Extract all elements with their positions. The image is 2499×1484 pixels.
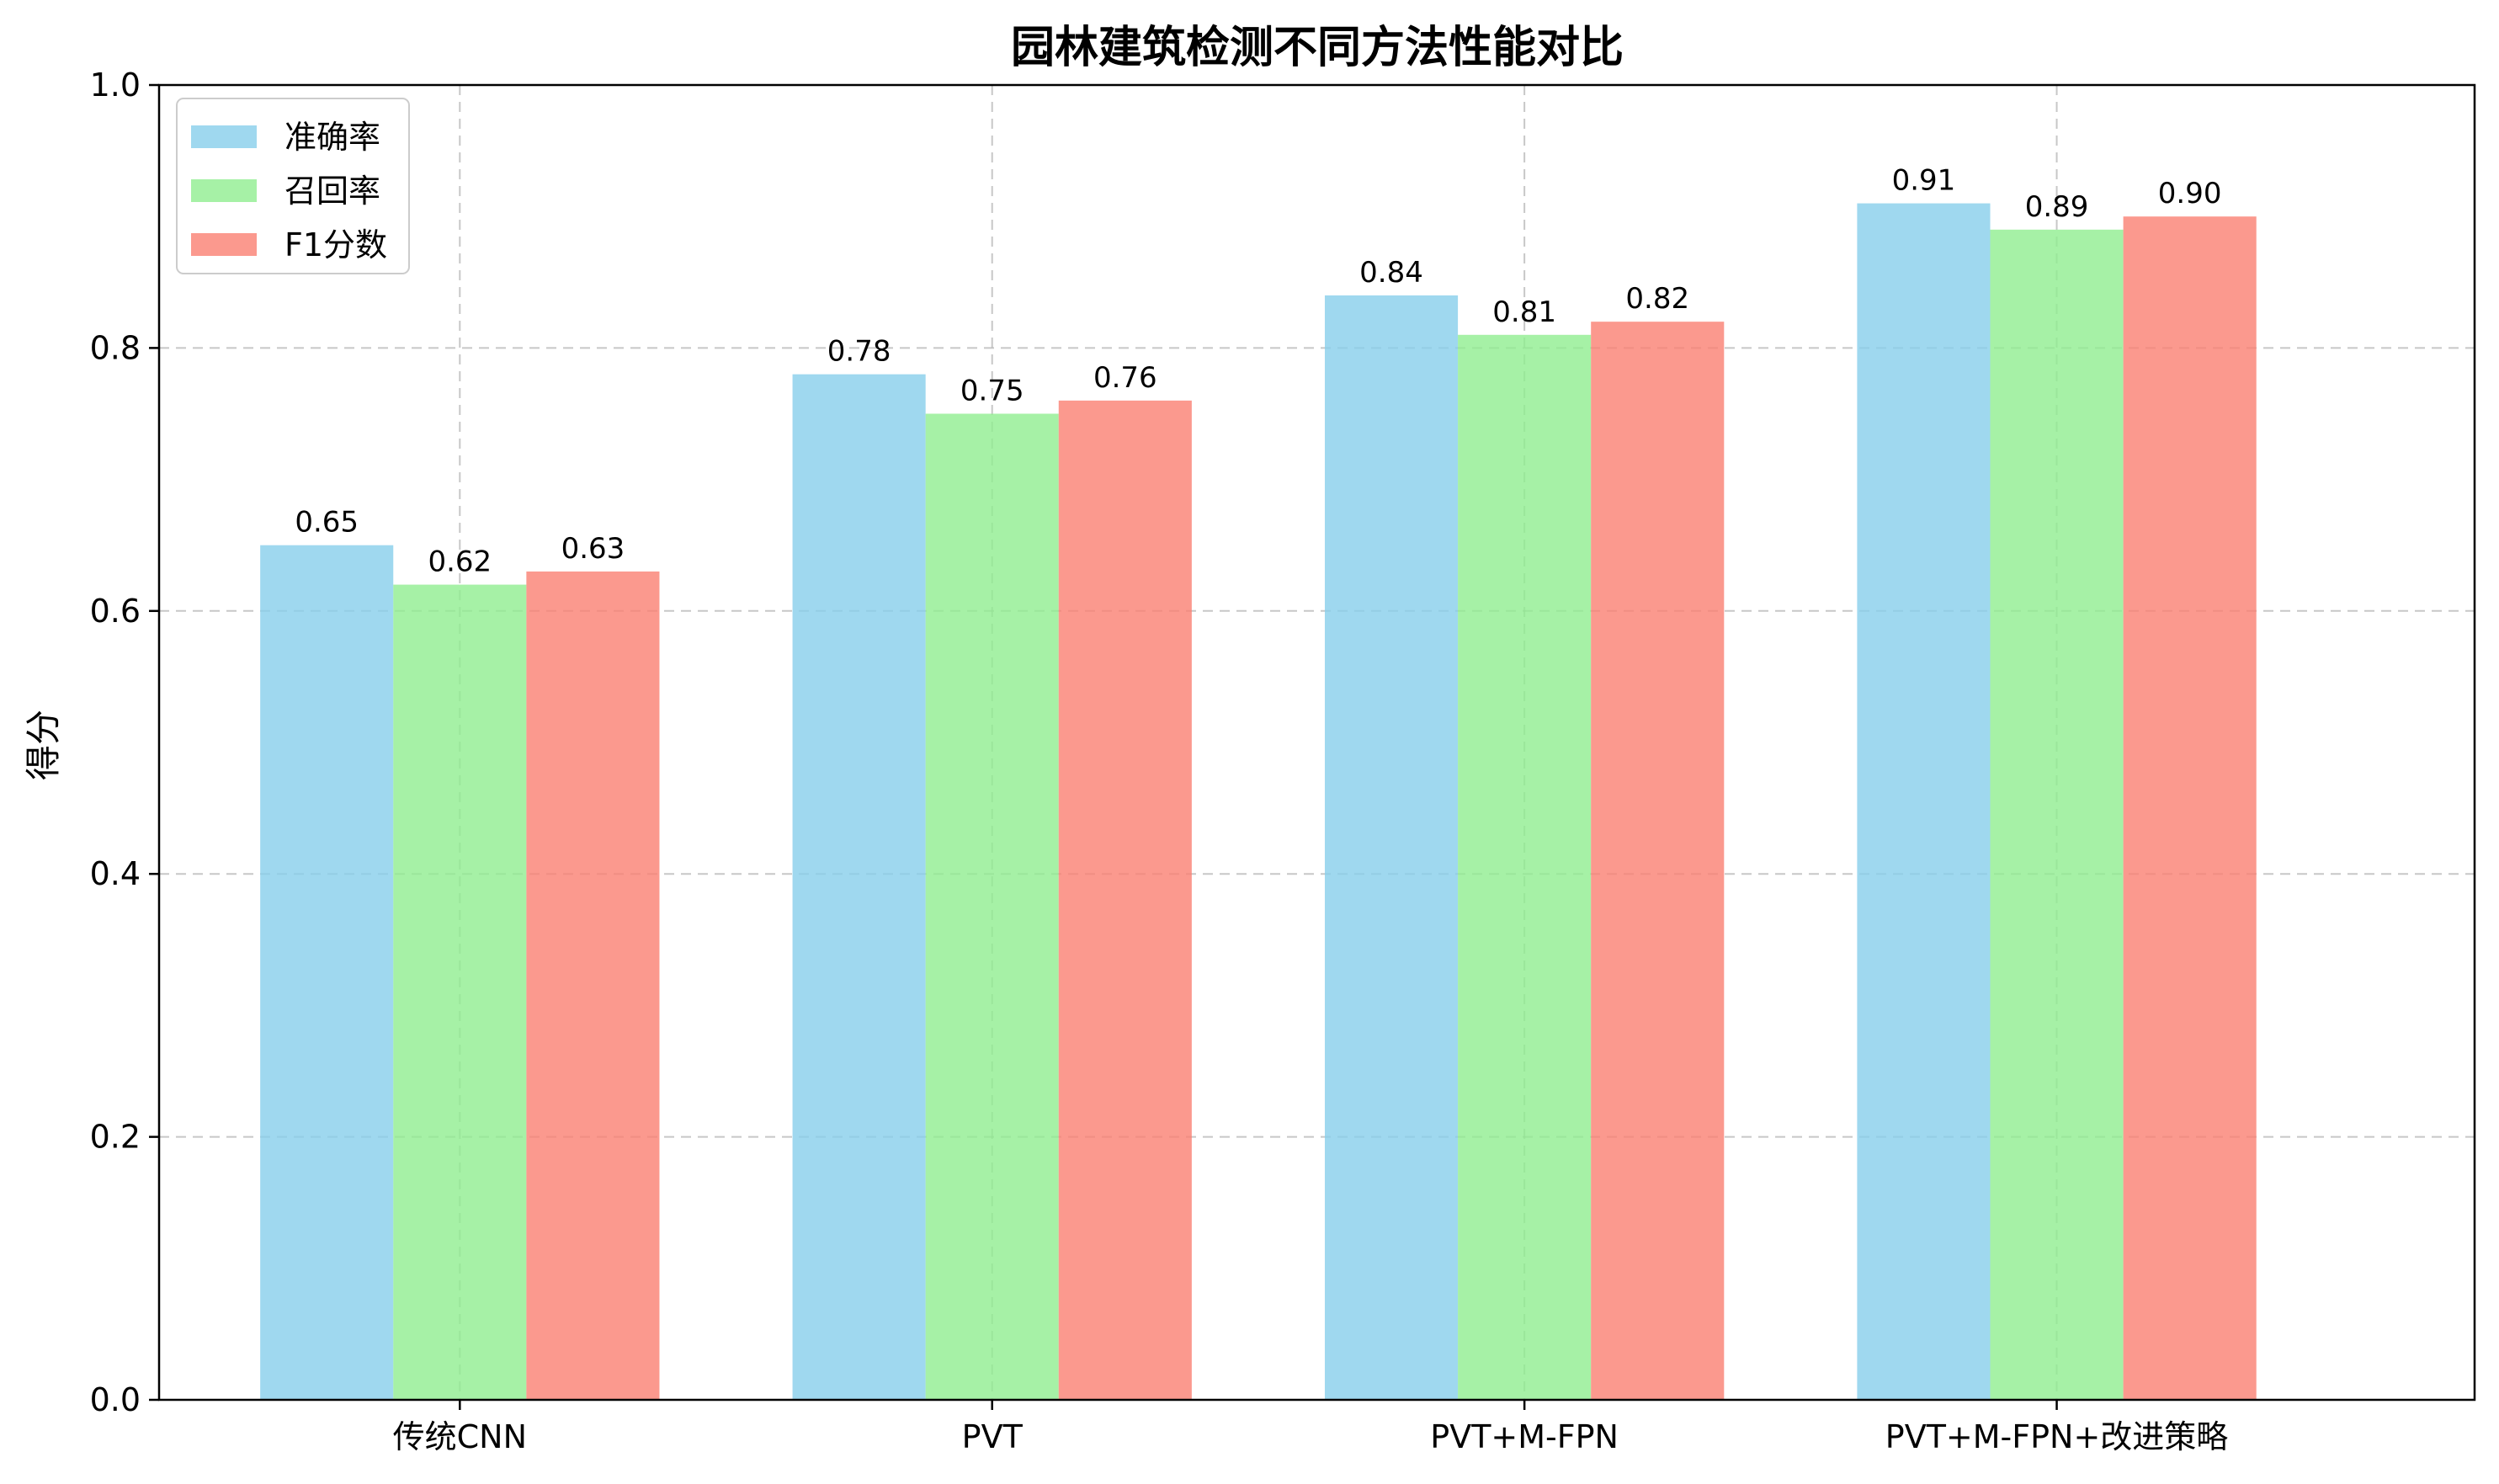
y-tick-label: 0.8 <box>90 329 141 366</box>
x-tick-label: 传统CNN <box>393 1418 527 1455</box>
bar-0-0 <box>260 545 394 1400</box>
bar-2-3 <box>2123 216 2257 1401</box>
x-tick-label: PVT+M-FPN <box>1430 1418 1619 1455</box>
bar-value-label: 0.65 <box>295 506 359 540</box>
bar-value-label: 0.89 <box>2025 190 2089 224</box>
legend-swatch <box>191 233 257 256</box>
chart-title: 园林建筑检测不同方法性能对比 <box>1011 23 1624 73</box>
bar-0-1 <box>792 374 926 1400</box>
bar-value-label: 0.62 <box>428 545 492 579</box>
bar-2-2 <box>1591 322 1725 1400</box>
bar-value-label: 0.91 <box>1892 164 1956 198</box>
legend-label: F1分数 <box>284 226 387 263</box>
bar-value-label: 0.90 <box>2158 177 2222 210</box>
x-tick-label: PVT+M-FPN+改进策略 <box>1885 1418 2229 1455</box>
bar-0-3 <box>1857 203 1991 1401</box>
bar-value-label: 0.76 <box>1093 361 1157 395</box>
y-tick-label: 0.0 <box>90 1381 141 1418</box>
y-tick-label: 1.0 <box>90 66 141 104</box>
x-tick-label: PVT <box>962 1418 1024 1455</box>
y-tick-label: 0.2 <box>90 1119 141 1156</box>
legend-swatch <box>191 125 257 148</box>
label-layer: 0.65 0.78 0.84 0.91 0.62 0.75 0.81 0.89 0.63 0.76… <box>295 164 2221 579</box>
bar-value-label: 0.75 <box>960 375 1024 408</box>
plot-frame <box>157 83 2476 1402</box>
legend-label: 准确率 <box>284 119 380 156</box>
bar-1-2 <box>1458 334 1592 1400</box>
bar-1-0 <box>393 584 527 1400</box>
bar-layer <box>260 203 2257 1401</box>
bar-1-1 <box>925 413 1059 1400</box>
axis-layer: 0.0 0.2 0.4 0.6 0.8 1.0 传统CNN PVT PVT+M-FPN PVT+M… <box>90 66 2476 1455</box>
bar-value-label: 0.63 <box>561 532 625 566</box>
bar-value-label: 0.84 <box>1359 256 1423 290</box>
bar-1-3 <box>1990 229 2124 1400</box>
y-tick-label: 0.4 <box>90 855 141 892</box>
bar-value-label: 0.82 <box>1625 282 1689 316</box>
bar-2-1 <box>1058 400 1192 1400</box>
y-axis-title: 得分 <box>23 710 64 780</box>
bar-value-label: 0.81 <box>1492 295 1556 329</box>
bar-value-label: 0.78 <box>827 335 891 369</box>
bar-2-0 <box>526 571 660 1400</box>
legend-swatch <box>191 179 257 202</box>
y-tick-label: 0.6 <box>90 593 141 630</box>
legend-label: 召回率 <box>284 173 380 210</box>
bar-0-2 <box>1324 295 1459 1400</box>
